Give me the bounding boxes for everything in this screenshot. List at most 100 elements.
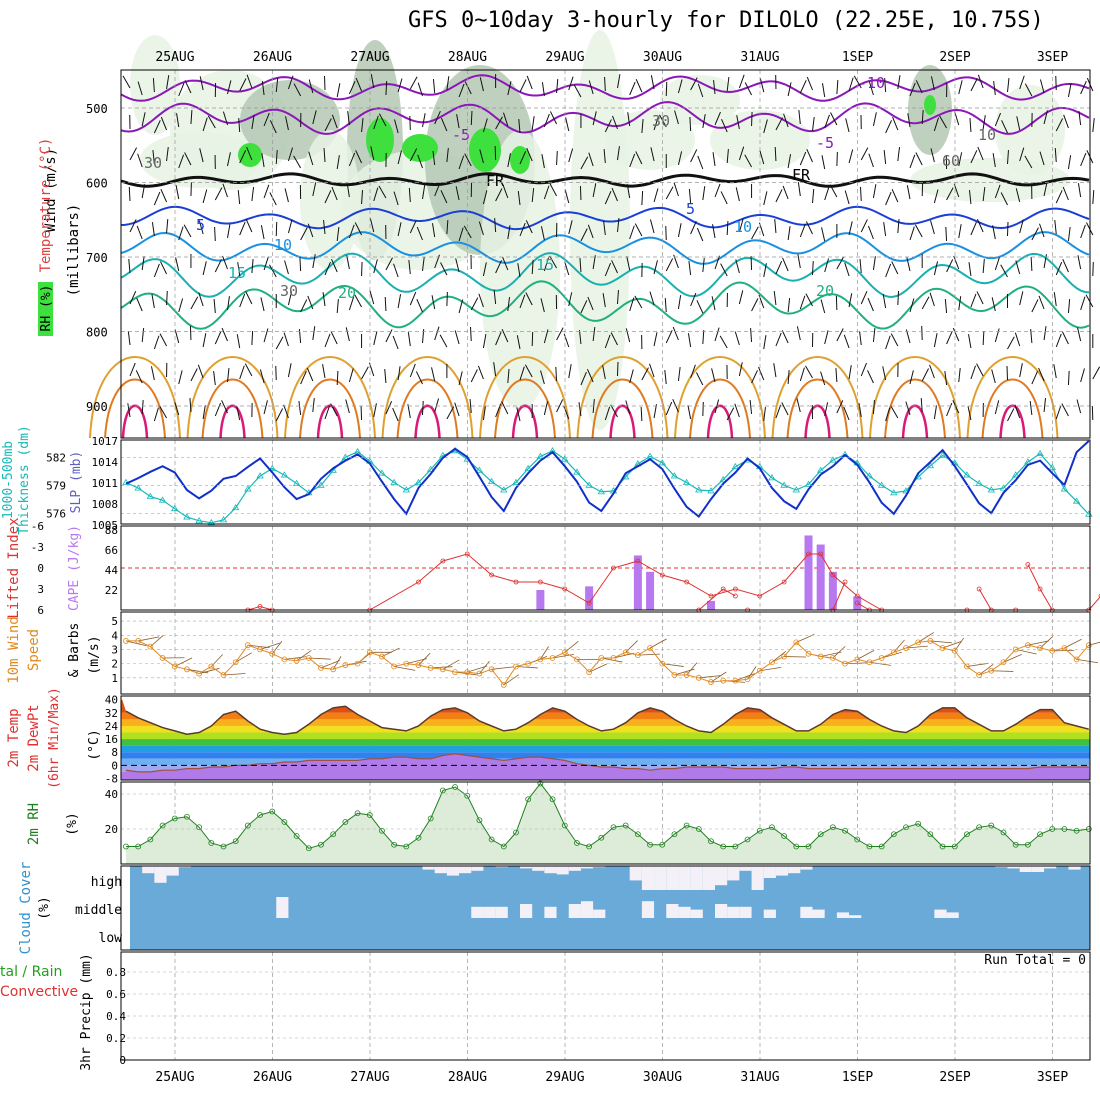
thickness-tick-label: 579 [46,479,66,492]
wind-barb [635,79,643,93]
wind-barb [882,366,887,381]
wind-barb [921,109,924,125]
rh-line-marker [1073,827,1080,834]
wind-speed-line-marker [513,663,519,670]
wind-barb [687,405,692,420]
wind-barb [867,370,874,384]
precip-tick-label: 0.6 [106,988,126,1001]
wind-barb-10m [649,638,667,649]
wind-speed-line-marker [439,666,446,673]
lifted-index-line-marker [830,572,836,578]
cape-tick-label: 88 [105,524,118,537]
rh-line-marker [1049,826,1056,832]
wind-barb [422,185,426,200]
wind-barb [674,110,679,125]
wind-barb [495,260,502,274]
rh-line-marker [330,831,337,838]
cloud-high-bar [995,866,1008,868]
pressure-axis-label: (millibars) [66,204,82,297]
wind-barb [958,152,963,167]
wind-barb [136,225,143,240]
wind-speed-line-marker [976,672,983,678]
wind-barb [269,120,277,134]
wind-barb [641,119,644,134]
wind-barb [393,263,399,278]
rh-line-marker [427,815,434,822]
bottom-date-label: 30AUG [643,1070,682,1085]
wind-barb [797,182,801,197]
wind-barb [781,402,789,416]
wind-barb [915,80,923,94]
rh-line-marker [781,833,788,839]
rh-line-marker [927,831,934,838]
wind-barb [868,81,874,96]
wind-barb [933,405,938,420]
wind-barb [482,334,487,349]
wind-barb [355,77,363,92]
rh-line-marker [964,831,970,838]
wind-barb [1043,254,1047,269]
wind-barb [696,227,704,242]
wind-barb [787,298,791,313]
wind-barb [1019,147,1025,162]
thickness-line-marker [536,452,545,459]
panel-frame-cloud [120,865,1091,951]
wind-barb [751,298,759,312]
wind-barb [312,254,316,269]
wind-barb [909,226,915,241]
wind-barb [336,227,340,242]
temp-mask [121,696,1090,735]
cape-tick-label: 44 [105,564,119,577]
wind-barb [502,184,509,199]
wind-barb [763,335,767,350]
wind-barb [712,152,716,167]
wind-speed-line-marker [927,638,934,644]
wind-barb [151,294,155,309]
wind-barb [323,147,326,163]
wind-barb [970,221,977,236]
wind-barb [968,190,972,205]
wind-barb [969,117,972,133]
wind-barb [287,291,293,306]
wind-barb [370,146,375,161]
wind-barb-10m [320,660,340,669]
rh-line-marker [659,841,666,848]
wind-barb [324,190,332,204]
panel-frame-rh [120,781,1091,865]
bottom-date-label: 3SEP [1037,1070,1068,1085]
rh-line-marker [695,826,702,832]
isotherm-warmer [299,378,361,439]
wind-barb [653,260,658,275]
cloud-high-bar [1031,866,1045,872]
wind-barb [588,152,594,167]
wind-barb [284,260,289,275]
wind-speed-line-marker [793,639,800,646]
lifted-index-bump [857,602,967,611]
wind-barb [245,219,253,233]
temp-tick-label: -8 [105,772,118,785]
slp-axis-label: SLP (mb) [69,451,84,514]
isotherm-5 [120,205,1090,231]
precip-axis-label: 3hr Precip (mm) [79,953,94,1070]
wind-barb [641,367,649,381]
wind-barb [331,114,338,129]
wind-barb [824,258,830,273]
wind-barb [519,294,526,309]
wind-barb [603,221,606,236]
lifted-index-line-marker [818,551,824,557]
wind-barb [797,254,801,269]
wind-barb [665,186,674,200]
isotherm-warmer [591,378,654,439]
wind-barb [175,185,180,200]
thickness-line-marker [890,489,898,496]
lifted-index-line-marker [586,600,592,606]
wind-barb [432,151,436,166]
wind-barb [556,399,564,413]
wind-barb [312,110,317,125]
temp-band [121,758,1090,766]
wind-barb [409,291,417,306]
thickness-line-marker [585,481,593,488]
wind-barb [214,259,222,273]
wind-barb [236,406,241,421]
wind-barb [799,223,806,238]
